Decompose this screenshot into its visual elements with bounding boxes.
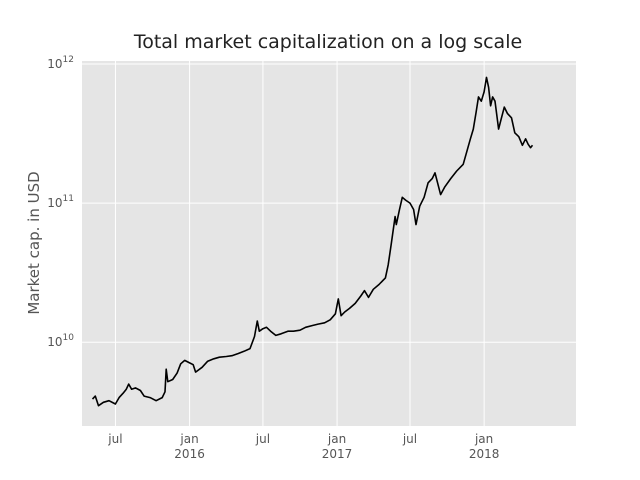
plot-area: [82, 61, 576, 426]
x-tick-year-label: 2016: [174, 447, 205, 461]
x-tick-label: jul: [107, 432, 122, 446]
x-tick-label: jan: [474, 432, 493, 446]
x-tick-label: jan: [179, 432, 198, 446]
x-tick-year-label: 2017: [322, 447, 353, 461]
y-axis-label: Market cap. in USD: [25, 171, 43, 314]
data-lines: [91, 76, 534, 407]
y-tick-label: 1012: [47, 55, 74, 71]
y-tick-label: 1011: [47, 194, 74, 210]
y-tick-label: 1010: [47, 333, 74, 349]
y-tick-labels: 1010 1011 1012: [47, 55, 74, 349]
series-line: [91, 76, 534, 407]
x-tick-label: jul: [255, 432, 270, 446]
grid-lines: [82, 61, 576, 426]
x-tick-label: jan: [327, 432, 346, 446]
x-tick-label: jul: [402, 432, 417, 446]
x-tick-year-label: 2018: [469, 447, 500, 461]
chart-title: Total market capitalization on a log sca…: [133, 31, 522, 53]
